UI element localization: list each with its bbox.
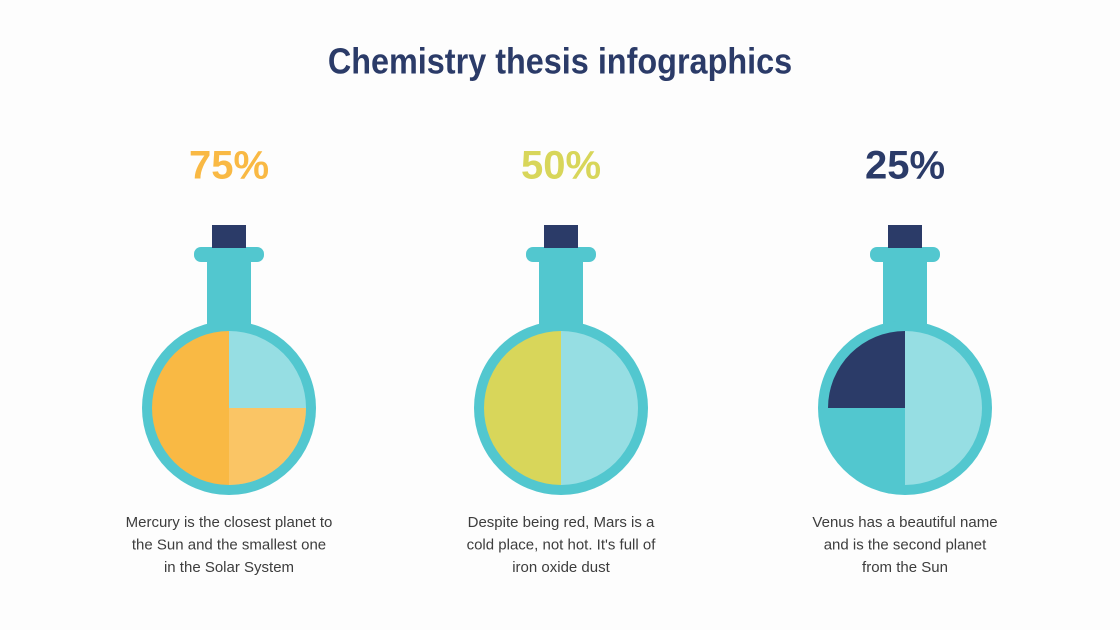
pie-wedge bbox=[484, 331, 561, 485]
caption-line: iron oxide dust bbox=[512, 559, 610, 576]
pie-wedge bbox=[152, 331, 306, 485]
percent-label: 50% bbox=[521, 144, 601, 188]
caption-line: Venus has a beautiful name bbox=[812, 514, 997, 531]
flask-rim bbox=[526, 247, 596, 262]
flask-highlight bbox=[561, 331, 638, 485]
flask-stopper bbox=[212, 225, 246, 248]
caption-line: and is the second planet bbox=[824, 536, 987, 553]
caption-line: the Sun and the smallest one bbox=[132, 536, 326, 553]
flask-stopper bbox=[544, 225, 578, 248]
caption-line: from the Sun bbox=[862, 559, 948, 576]
caption-line: Mercury is the closest planet to bbox=[126, 514, 333, 531]
slide-title: Chemistry thesis infographics bbox=[328, 42, 792, 82]
wedge-shade bbox=[905, 331, 982, 485]
percent-label: 25% bbox=[865, 144, 945, 188]
pie-wedge bbox=[828, 331, 905, 408]
caption-line: cold place, not hot. It's full of bbox=[467, 536, 657, 553]
caption-line: in the Solar System bbox=[164, 559, 294, 576]
wedge-shade bbox=[561, 331, 638, 485]
flask-rim bbox=[870, 247, 940, 262]
percent-label: 75% bbox=[189, 144, 269, 188]
flask-highlight bbox=[905, 331, 982, 485]
flask-stopper bbox=[888, 225, 922, 248]
flask-rim bbox=[194, 247, 264, 262]
caption-line: Despite being red, Mars is a bbox=[468, 514, 655, 531]
wedge-shade bbox=[229, 331, 306, 485]
